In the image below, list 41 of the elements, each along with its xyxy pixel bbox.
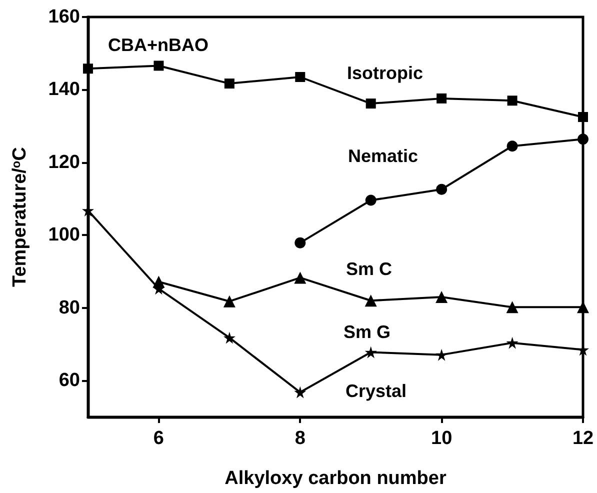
point (154, 60, 164, 71)
annotation: Sm G (343, 322, 391, 342)
point (223, 295, 236, 308)
x-axis-title: Alkyloxy carbon number (224, 468, 447, 489)
y-tick-label: 60 (58, 370, 80, 392)
point (223, 332, 236, 344)
y-tick-label: 100 (48, 224, 80, 246)
annotation: Isotropic (346, 63, 424, 83)
point (294, 272, 306, 284)
point (294, 237, 306, 248)
point (366, 98, 376, 109)
point (578, 134, 588, 145)
point (294, 386, 306, 398)
point (506, 301, 518, 314)
point (83, 64, 93, 74)
y-tick-label: 140 (48, 79, 80, 100)
annotation: Sm C (346, 259, 392, 279)
annotation: Nematic (348, 146, 418, 166)
x-tick-label: 12 (572, 428, 594, 449)
point (506, 336, 518, 349)
point (436, 93, 447, 104)
y-tick-label: 160 (48, 6, 80, 28)
x-tick-label: 8 (294, 428, 306, 449)
point (295, 72, 306, 82)
point (365, 194, 376, 206)
point (578, 112, 588, 122)
point (436, 291, 448, 303)
y-tick-label: 80 (58, 297, 80, 318)
point (436, 348, 448, 361)
y-axis-title: Temperature/oC (9, 146, 30, 288)
point (506, 140, 518, 152)
annotation: CBA+nBAO (108, 35, 209, 55)
x-tick-label: 10 (431, 428, 452, 449)
point (364, 294, 377, 307)
point (224, 78, 234, 89)
point (507, 96, 518, 106)
annotation: Crystal (345, 381, 407, 401)
point (436, 184, 448, 195)
y-tick-label: 120 (48, 152, 80, 173)
x-tick-label: 6 (153, 428, 164, 449)
point (364, 346, 377, 358)
